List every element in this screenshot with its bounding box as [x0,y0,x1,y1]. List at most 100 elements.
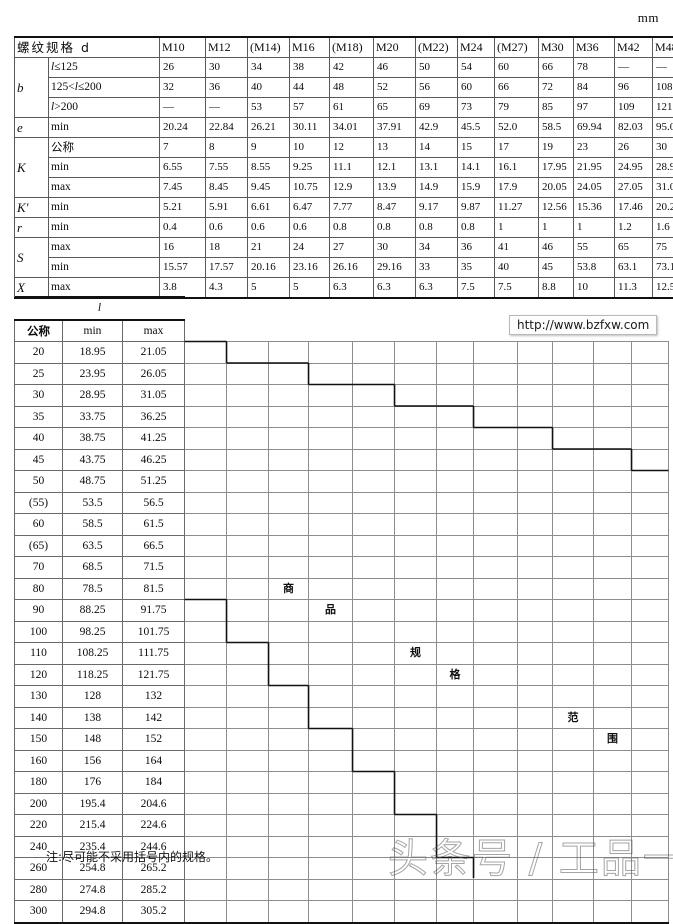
range-blank-cell [631,427,670,450]
range-blank-cell [394,405,438,428]
range-blank-cell [308,362,354,385]
range-blank-cell [631,749,670,772]
range-blank-cell [394,556,438,579]
range-blank-cell [631,362,670,385]
range-blank-cell [552,663,595,686]
range-blank-cell [517,663,554,686]
spec-cell: 23.16 [289,257,331,278]
length-cell-min: 128 [62,685,123,708]
length-cell-min: 176 [62,771,123,794]
spacer-cell [185,297,227,320]
range-blank-cell [308,341,354,364]
range-blank-cell [517,556,554,579]
spec-cell: 26 [614,137,654,158]
range-blank-cell [352,642,396,665]
range-blank-cell [226,341,270,364]
table-row: 90 88.25 91.75 品 [14,599,670,622]
length-cell-max: 244.6 [121,835,186,858]
size-header-5: M20 [373,36,417,58]
range-blank-cell [552,599,595,622]
range-blank-cell [552,405,595,428]
spec-cell: 41 [494,237,540,258]
range-blank-cell [226,362,270,385]
range-blank-cell [352,341,396,364]
table-row: 20 18.95 21.05 [14,341,670,364]
range-blank-cell [268,749,310,772]
range-blank-cell [184,362,228,385]
range-blank-cell [552,534,595,557]
range-blank-cell [184,556,228,579]
range-blank-cell [184,878,228,901]
spec-cell: 75 [652,237,673,258]
length-cell-min: 78.5 [62,577,123,600]
spec-cell: 15.36 [573,197,616,218]
size-header-9: M30 [538,36,575,58]
length-cell-min: 63.5 [62,534,123,557]
spec-cell: 30 [373,237,417,258]
length-cell-max: 101.75 [121,620,186,643]
spec-cell: 36 [457,237,496,258]
spec-cell: 46 [373,57,417,78]
range-blank-cell [394,491,438,514]
table-row: 140 138 142 范 [14,706,670,729]
range-blank-cell [593,427,633,450]
range-blank-cell [352,577,396,600]
range-blank-cell [473,513,519,536]
length-cell-max: 61.5 [121,513,186,536]
range-blank-cell [631,663,670,686]
spec-cell: 84 [573,77,616,98]
range-blank-cell [308,491,354,514]
range-blank-cell [352,513,396,536]
spacer-cell [185,320,227,342]
spec-cell: 72 [538,77,575,98]
range-annotation-char: 商 [283,581,295,595]
range-blank-cell [308,642,354,665]
range-blank-cell [268,771,310,794]
length-cell-max: 26.05 [121,362,186,385]
length-cell-min: 48.75 [62,470,123,493]
length-cell-max: 285.2 [121,878,186,901]
range-blank-cell [184,491,228,514]
range-blank-cell [473,642,519,665]
size-header-2: (M14) [247,36,291,58]
spacer-cell [395,297,437,320]
size-header-6: (M22) [415,36,459,58]
spec-cell: 5 [247,277,291,299]
spacer-cell [227,320,269,342]
range-blank-cell [226,427,270,450]
spec-cell: 14.1 [457,157,496,178]
spec-cell: 7.77 [329,197,375,218]
length-cell-nominal: 180 [14,771,63,794]
spec-cell: 95.03 [652,117,673,138]
range-blank-cell [352,792,396,815]
range-blank-cell [593,577,633,600]
range-blank-cell: 商 [268,577,310,600]
row-symbol-7: K' [14,197,49,218]
range-blank-cell [184,384,228,407]
spacer-cell [437,297,474,320]
range-blank-cell [552,491,595,514]
range-blank-cell [268,620,310,643]
range-blank-cell [631,706,670,729]
range-blank-cell [473,362,519,385]
spec-cell: 7.55 [205,157,249,178]
range-blank-cell [184,448,228,471]
range-blank-cell [517,749,554,772]
spec-cell: 54 [457,57,496,78]
spec-cell: 14 [415,137,459,158]
range-blank-cell [394,599,438,622]
range-blank-cell [552,771,595,794]
range-blank-cell [593,470,633,493]
range-blank-cell [552,620,595,643]
spec-cell: 15 [457,137,496,158]
range-blank-cell [517,685,554,708]
length-cell-nominal: 25 [14,362,63,385]
length-cell-nominal: 20 [14,341,63,364]
row-sublabel-4: 公称 [47,137,161,158]
spec-cell: 73 [457,97,496,118]
spec-cell: 8.47 [373,197,417,218]
spacer-cell [269,320,309,342]
table-row: 260 254.8 265.2 [14,857,670,880]
range-blank-cell [352,749,396,772]
length-cell-nominal: 80 [14,577,63,600]
